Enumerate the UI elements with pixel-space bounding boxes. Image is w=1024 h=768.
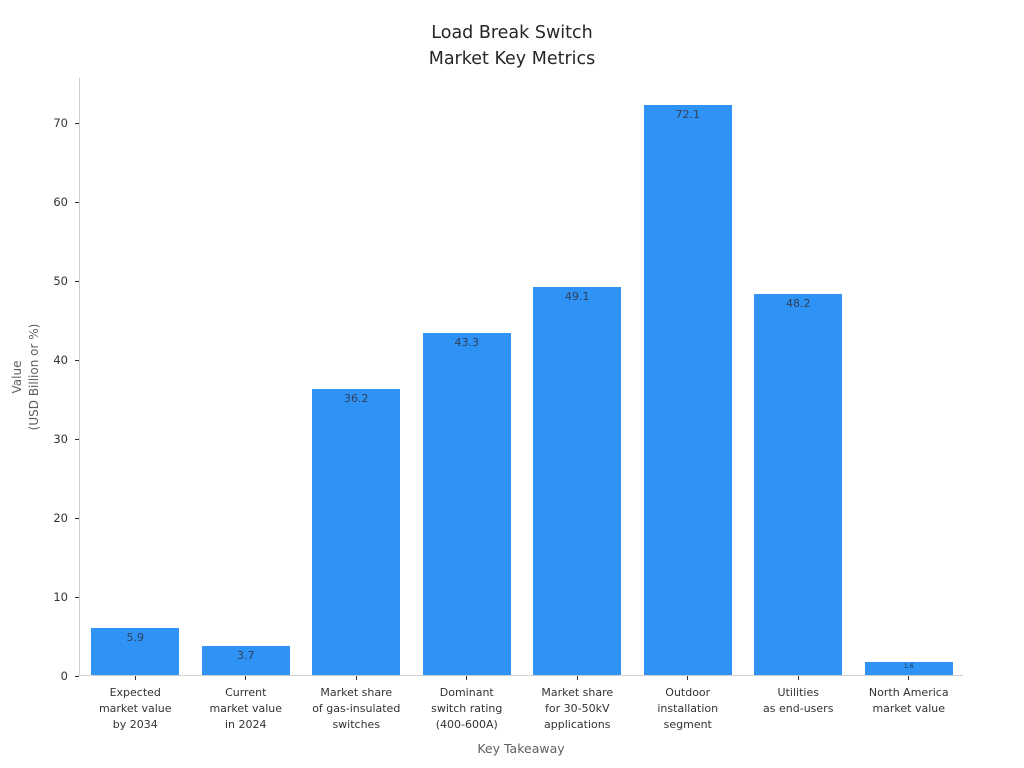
x-axis-label: Key Takeaway	[477, 741, 565, 756]
x-tick-mark	[687, 676, 689, 680]
x-tick-label-4: Dominant switch rating (400-600A)	[431, 686, 503, 731]
bar-value-label: 36.2	[343, 392, 369, 406]
x-tick-mark	[134, 676, 136, 680]
x-tick-mark	[576, 676, 578, 680]
x-tick-label-6: Outdoor installation segment	[657, 686, 719, 731]
y-tick-mark	[75, 438, 79, 440]
y-tick-mark	[75, 359, 79, 361]
y-tick-mark	[75, 517, 79, 519]
chart-title: Load Break Switch Market Key Metrics	[428, 23, 596, 69]
y-tick-label: 70	[53, 116, 68, 131]
x-tick-label-1: Expected market value by 2034	[98, 686, 172, 731]
bar-value-label: 5.9	[126, 631, 144, 645]
x-tick-mark	[908, 676, 910, 680]
x-tick-mark	[466, 676, 468, 680]
x-tick-mark	[355, 676, 357, 680]
x-tick-label-3: Market share of gas-insulated switches	[312, 686, 401, 731]
y-tick-label: 10	[53, 590, 68, 604]
bar-2: 3.7	[201, 645, 290, 675]
bar-value-label: 1.6	[903, 663, 914, 671]
bar-4: 43.3	[422, 332, 511, 675]
y-tick-label: 0	[60, 669, 68, 683]
x-tick-label-2: Current market value in 2024	[209, 686, 283, 731]
x-tick-label-5: Market share for 30-50kV applications	[541, 686, 614, 731]
bar-value-label: 49.1	[564, 290, 590, 304]
y-tick-label: 50	[53, 274, 68, 289]
y-tick-label: 30	[53, 432, 68, 446]
y-tick-mark	[75, 596, 79, 598]
bar-8: 1.6	[864, 662, 953, 675]
bar-value-label: 72.1	[675, 108, 700, 122]
y-axis-label: Value (USD Billion or %)	[10, 323, 41, 431]
bar-value-label: 3.7	[236, 648, 255, 662]
x-tick-label-7: Utilities as end-users	[763, 686, 834, 715]
bar-value-label: 43.3	[454, 335, 479, 349]
x-tick-mark	[245, 676, 247, 680]
bar-6: 72.1	[643, 105, 732, 675]
bar-value-label: 48.2	[785, 297, 811, 311]
y-tick-mark	[75, 675, 79, 677]
y-tick-mark	[75, 122, 79, 124]
y-tick-label: 60	[53, 195, 68, 210]
x-tick-label-8: North America market value	[868, 686, 949, 715]
bar-7: 48.2	[754, 294, 843, 675]
y-tick-label: 40	[53, 353, 68, 368]
y-tick-mark	[75, 201, 79, 203]
x-tick-mark	[797, 676, 799, 680]
plot-area: 0 10 20 30 40 50 60 70 5.9 Expected market value …	[53, 78, 963, 731]
y-tick-label: 20	[53, 511, 68, 525]
bar-5: 49.1	[533, 287, 622, 675]
bar-1: 5.9	[91, 628, 180, 675]
bar-3: 36.2	[312, 389, 401, 675]
y-tick-mark	[75, 280, 79, 282]
